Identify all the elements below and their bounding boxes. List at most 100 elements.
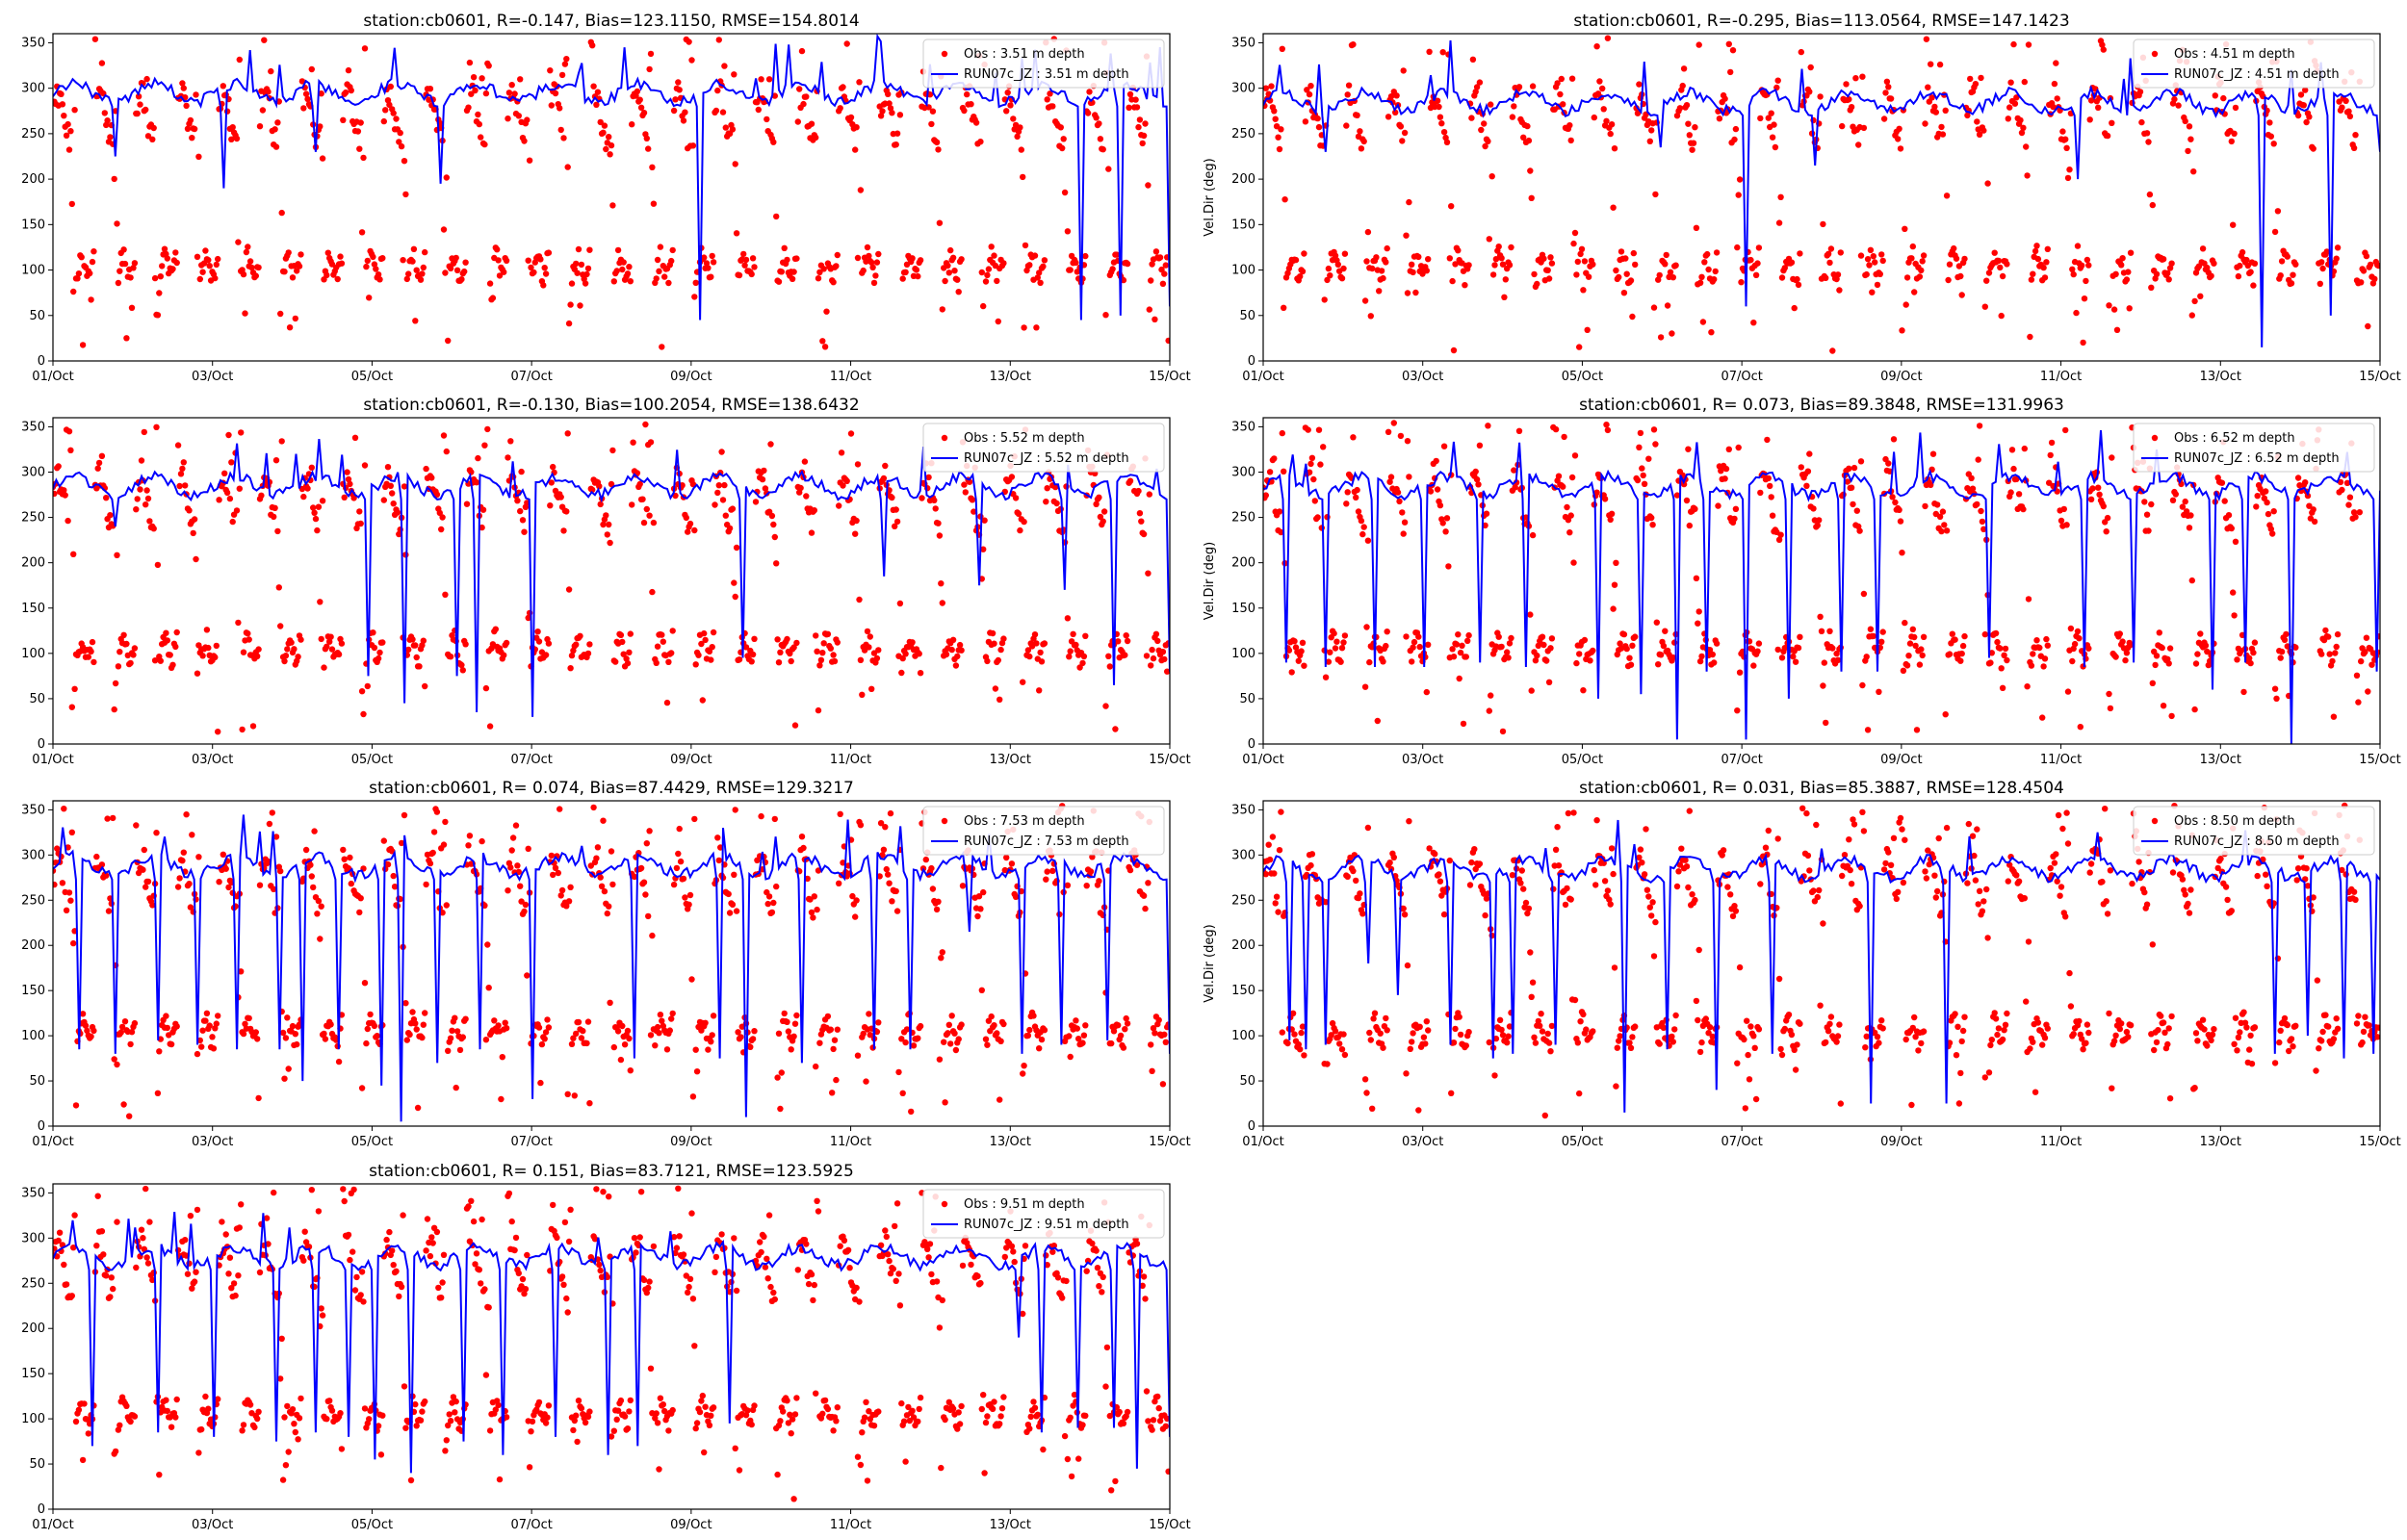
obs-point (2015, 878, 2023, 885)
obs-point (1971, 852, 1978, 860)
obs-point (205, 257, 212, 264)
obs-point (496, 272, 504, 279)
x-tick-label: 11/Oct (830, 1135, 871, 1149)
obs-point (1115, 638, 1122, 645)
obs-point (2342, 97, 2349, 105)
obs-point (70, 939, 77, 947)
obs-point (98, 452, 106, 459)
obs-point (617, 1056, 625, 1064)
obs-point (151, 274, 159, 282)
obs-point (978, 269, 985, 276)
obs-point (2284, 253, 2291, 260)
obs-point (525, 257, 531, 264)
obs-point (951, 1030, 958, 1037)
obs-point (1155, 1016, 1162, 1024)
obs-point (1305, 426, 1311, 433)
obs-point (1279, 429, 1286, 437)
obs-point (852, 913, 859, 920)
obs-point (1922, 868, 1928, 875)
obs-point (2300, 102, 2307, 109)
y-tick-label: 200 (21, 938, 45, 953)
obs-point (406, 1031, 413, 1039)
obs-point (255, 1094, 262, 1102)
obs-point (243, 248, 250, 256)
obs-point (440, 226, 448, 233)
obs-point (2197, 630, 2204, 637)
obs-point (2080, 1046, 2086, 1053)
obs-point (1518, 867, 1526, 874)
obs-point (2251, 260, 2259, 267)
obs-point (1765, 827, 1773, 834)
obs-point (71, 685, 78, 692)
obs-point (2346, 494, 2354, 500)
obs-point (146, 518, 153, 525)
obs-point (821, 344, 829, 350)
obs-point (1613, 267, 1619, 274)
obs-point (2001, 652, 2007, 658)
obs-point (1827, 1014, 1835, 1020)
obs-point (2032, 1089, 2039, 1095)
obs-point (141, 428, 147, 436)
obs-point (1957, 657, 1964, 664)
obs-point (732, 593, 738, 601)
obs-point (417, 276, 425, 283)
obs-point (2153, 653, 2161, 659)
obs-point (256, 123, 264, 130)
obs-point (2109, 1085, 2115, 1091)
obs-point (817, 656, 825, 663)
obs-point (2004, 261, 2010, 268)
obs-point (2350, 509, 2358, 516)
obs-point (762, 485, 769, 492)
obs-point (948, 646, 955, 654)
obs-point (298, 251, 304, 258)
obs-point (236, 485, 243, 492)
obs-point (461, 268, 468, 275)
obs-point (1752, 1095, 1760, 1103)
obs-point (1934, 501, 1941, 508)
obs-point (1284, 1040, 1291, 1047)
obs-point (2187, 512, 2194, 519)
obs-point (1823, 274, 1829, 281)
obs-point (1652, 441, 1659, 448)
obs-point (361, 980, 369, 987)
obs-point (1662, 261, 1669, 268)
obs-point (1340, 639, 1347, 646)
obs-point (1857, 252, 1865, 259)
obs-point (1531, 1034, 1538, 1041)
obs-point (390, 872, 397, 880)
obs-point (1378, 268, 1385, 274)
obs-point (984, 1041, 991, 1048)
obs-point (473, 479, 480, 486)
obs-point (997, 646, 1004, 654)
obs-point (1671, 1026, 1678, 1033)
obs-point (1383, 642, 1389, 650)
obs-point (885, 871, 892, 878)
obs-point (422, 1010, 428, 1016)
obs-point (1482, 522, 1488, 529)
obs-point (2232, 104, 2239, 112)
obs-point (1276, 847, 1283, 854)
obs-point (203, 1010, 211, 1017)
obs-point (67, 447, 74, 453)
obs-point (1525, 137, 1533, 144)
obs-point (607, 539, 613, 547)
obs-point (1803, 809, 1810, 817)
obs-point (130, 265, 137, 271)
obs-point (1359, 530, 1366, 538)
obs-point (1806, 867, 1813, 874)
obs-point (1150, 654, 1157, 662)
obs-point (335, 1058, 343, 1065)
obs-point (1426, 845, 1433, 852)
obs-point (1448, 1090, 1455, 1097)
obs-point (689, 142, 697, 149)
obs-point (570, 647, 577, 654)
obs-point (1020, 173, 1026, 181)
obs-point (686, 901, 692, 908)
obs-point (1400, 530, 1407, 537)
obs-point (269, 809, 275, 816)
obs-point (1709, 1033, 1717, 1040)
obs-point (1145, 880, 1152, 886)
obs-point (2310, 506, 2316, 513)
obs-point (1678, 845, 1685, 852)
obs-point (1613, 1083, 1619, 1090)
